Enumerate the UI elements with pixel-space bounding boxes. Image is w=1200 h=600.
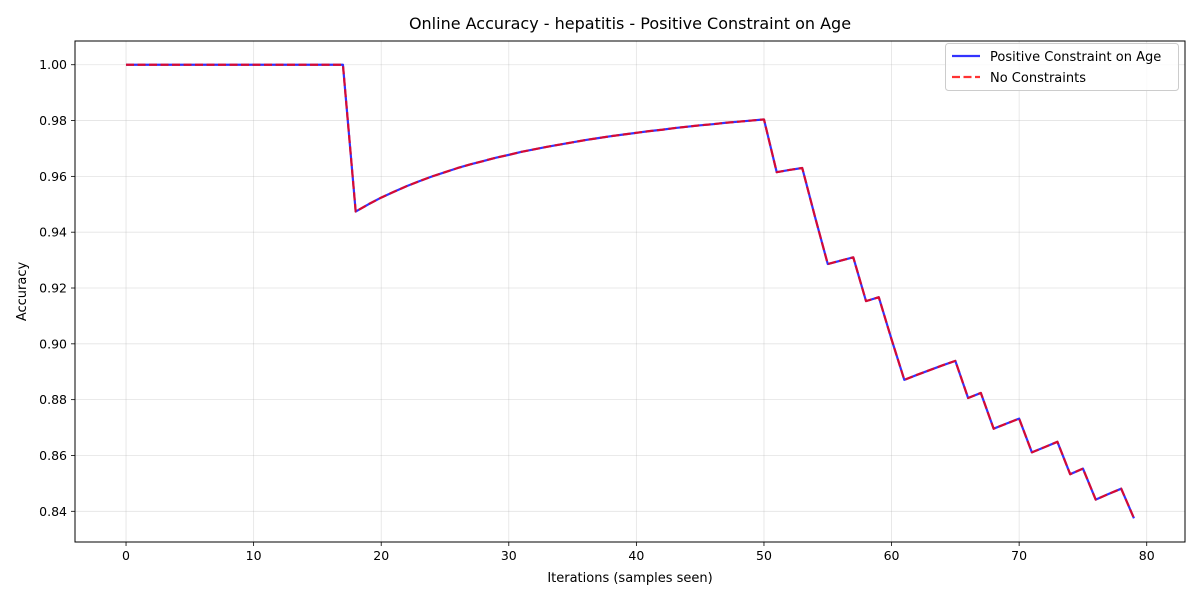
x-tick-label: 80 <box>1139 548 1155 563</box>
x-tick-label: 60 <box>884 548 900 563</box>
y-tick-label: 0.96 <box>39 169 67 184</box>
y-tick-label: 0.90 <box>39 336 67 351</box>
x-tick-label: 10 <box>246 548 262 563</box>
x-axis-title: Iterations (samples seen) <box>547 571 712 586</box>
x-tick-label: 70 <box>1011 548 1027 563</box>
x-tick-label: 0 <box>122 548 130 563</box>
y-tick-label: 0.94 <box>39 225 67 240</box>
chart-title: Online Accuracy - hepatitis - Positive C… <box>409 14 851 33</box>
legend-label-no-constraints: No Constraints <box>990 71 1086 86</box>
legend-label-positive-constraint: Positive Constraint on Age <box>990 50 1161 65</box>
legend: Positive Constraint on Age No Constraint… <box>945 43 1179 91</box>
x-axis-ticks: 0 10 20 30 40 50 60 70 80 <box>122 542 1155 563</box>
y-tick-label: 0.92 <box>39 281 67 296</box>
x-tick-label: 20 <box>373 548 389 563</box>
y-tick-label: 1.00 <box>39 57 67 72</box>
x-tick-label: 40 <box>628 548 644 563</box>
grid-lines <box>75 41 1185 542</box>
plot-frame <box>74 40 1186 543</box>
y-axis-ticks: 0.84 0.86 0.88 0.90 0.92 0.94 0.96 0.98 1.00 <box>39 57 75 519</box>
y-tick-label: 0.88 <box>39 392 67 407</box>
series-line-no-constraints <box>126 63 1135 519</box>
y-tick-label: 0.98 <box>39 113 67 128</box>
series-lines <box>126 63 1135 519</box>
y-axis-title: Accuracy <box>15 262 30 322</box>
x-tick-label: 30 <box>501 548 517 563</box>
y-tick-label: 0.86 <box>39 448 67 463</box>
legend-box <box>945 43 1179 91</box>
y-tick-label: 0.84 <box>39 504 67 519</box>
x-tick-label: 50 <box>756 548 772 563</box>
